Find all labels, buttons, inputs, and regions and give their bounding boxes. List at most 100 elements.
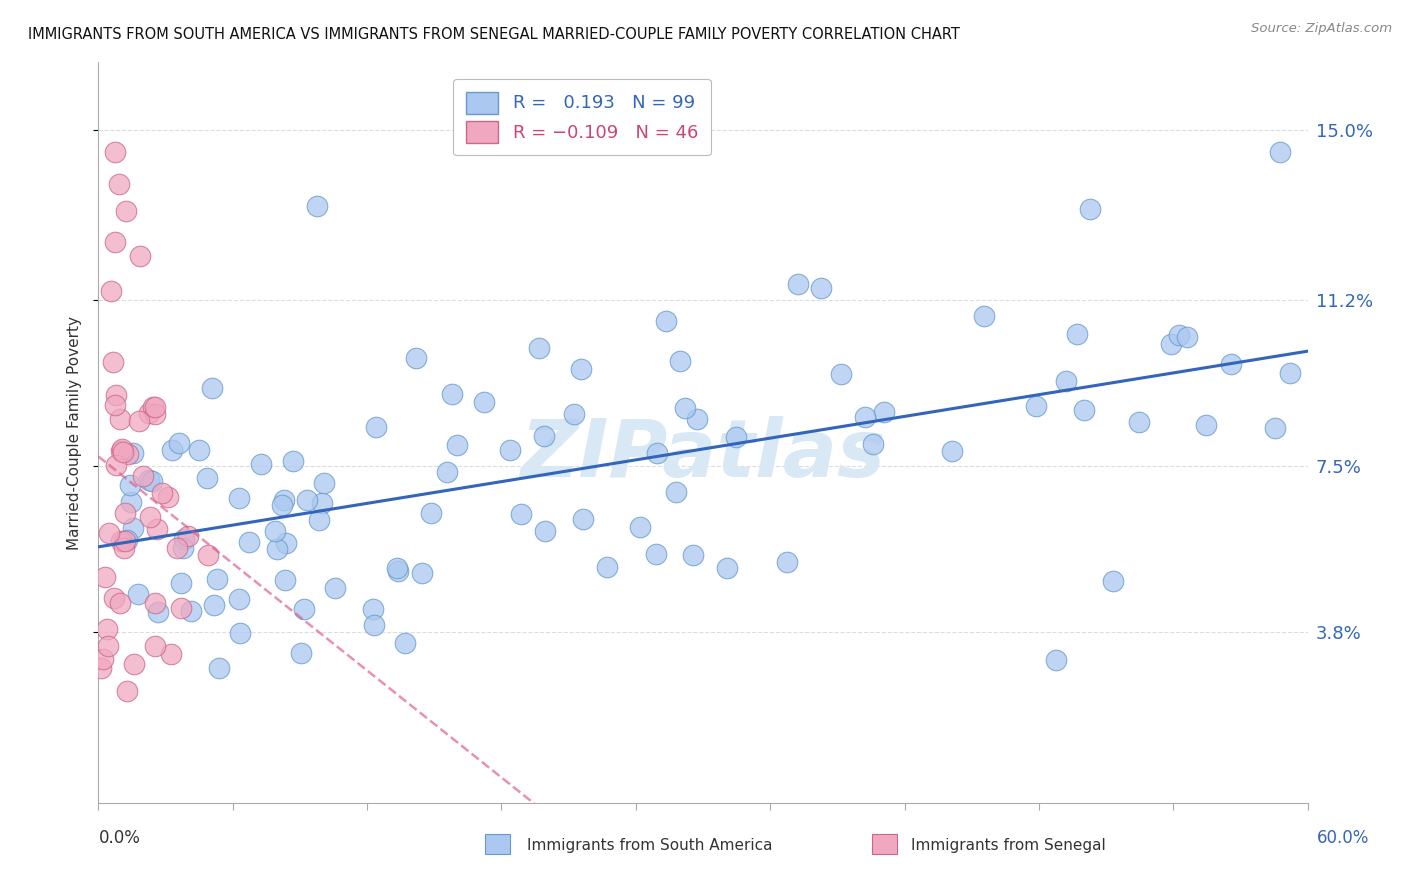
Point [1175,330,1198,344]
Point [94,570,117,584]
Point [385,561,408,575]
Point [146,605,169,619]
Point [274,535,297,549]
Point [228,592,250,607]
Point [682,548,704,562]
Text: Immigrants from Senegal: Immigrants from Senegal [911,838,1107,853]
Point [668,354,690,368]
Point [97,639,120,653]
Point [665,485,688,500]
Point [160,443,183,458]
Point [100,284,122,298]
Point [973,310,995,324]
Point [1045,653,1067,667]
Point [91,652,114,666]
Point [446,437,468,451]
Point [103,398,125,412]
Point [96,622,118,636]
Point [509,508,531,522]
Point [114,533,136,548]
Point [108,596,131,610]
Point [562,407,585,421]
Text: ZIPatlas: ZIPatlas [520,416,886,494]
Point [143,596,166,610]
Point [1264,421,1286,435]
Point [1066,327,1088,342]
Point [150,485,173,500]
Point [830,367,852,381]
Point [104,145,127,160]
Point [1167,328,1189,343]
Point [146,522,169,536]
Point [472,395,495,409]
Point [205,572,228,586]
Point [122,520,145,534]
Point [1025,399,1047,413]
Point [1073,402,1095,417]
Point [170,601,193,615]
Point [90,661,112,675]
Point [499,443,522,458]
Point [441,387,464,401]
Point [394,636,416,650]
Point [673,401,696,415]
Point [645,547,668,561]
Text: Immigrants from South America: Immigrants from South America [527,838,773,853]
Point [188,443,211,458]
Point [363,618,385,632]
Point [411,566,433,580]
Point [787,277,810,292]
Point [118,478,141,492]
Point [305,199,328,213]
Y-axis label: Married-Couple Family Poverty: Married-Couple Family Poverty [67,316,83,549]
Point [419,506,441,520]
Point [655,313,678,327]
Point [104,388,127,402]
Point [238,535,260,549]
Point [112,541,135,555]
Text: Source: ZipAtlas.com: Source: ZipAtlas.com [1251,22,1392,36]
Point [170,575,193,590]
Point [250,457,273,471]
Point [120,495,142,509]
Point [266,542,288,557]
Point [141,474,163,488]
Point [274,574,297,588]
Point [1160,337,1182,351]
Point [229,626,252,640]
Text: IMMIGRANTS FROM SOUTH AMERICA VS IMMIGRANTS FROM SENEGAL MARRIED-COUPLE FAMILY P: IMMIGRANTS FROM SOUTH AMERICA VS IMMIGRA… [28,27,960,42]
Point [297,493,319,508]
Point [569,362,592,376]
Point [156,491,179,505]
Legend: R =   0.193   N = 99, R = −0.109   N = 46: R = 0.193 N = 99, R = −0.109 N = 46 [453,78,711,155]
Point [572,512,595,526]
Point [129,249,152,263]
Point [686,412,709,426]
Point [1268,145,1291,160]
Point [1219,357,1241,371]
Point [311,496,333,510]
Point [143,400,166,414]
Point [142,400,165,414]
Text: 0.0%: 0.0% [98,829,141,847]
Point [103,355,125,369]
Point [228,491,250,505]
Point [273,492,295,507]
Point [308,513,330,527]
Point [114,203,136,218]
Point [132,469,155,483]
Point [143,407,166,421]
Point [115,533,138,547]
Point [533,429,555,443]
Point [1102,574,1125,588]
Point [776,555,799,569]
Point [180,604,202,618]
Point [534,524,557,538]
Point [127,587,149,601]
Point [1195,418,1218,433]
Point [172,541,194,556]
Point [128,414,150,428]
Point [941,443,963,458]
Point [724,430,747,444]
Point [290,647,312,661]
